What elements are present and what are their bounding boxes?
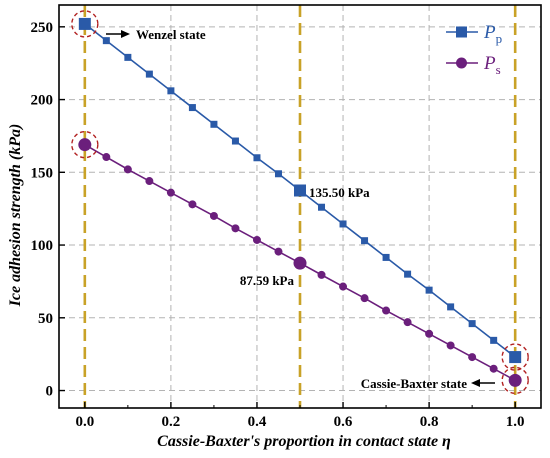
reference-lines xyxy=(83,5,517,408)
ticks: 0.0 0.2 0.4 0.6 0.8 1.0 0 50 100 150 200 250 xyxy=(31,20,525,430)
data-point xyxy=(317,270,326,279)
y-axis-title: Ice adhesion strength (kPa) xyxy=(7,124,24,308)
legend-pp-name: P xyxy=(483,22,496,43)
svg-text:Ps: Ps xyxy=(483,53,501,77)
data-point xyxy=(361,237,369,245)
data-point xyxy=(425,329,434,338)
data-point xyxy=(489,364,498,373)
data-point xyxy=(382,306,391,315)
legend-pp-sub: p xyxy=(496,31,503,46)
series-pp xyxy=(78,17,522,364)
data-point xyxy=(102,153,111,162)
data-point xyxy=(468,320,476,328)
data-point xyxy=(274,247,283,256)
data-point xyxy=(167,87,175,95)
data-point xyxy=(293,256,307,270)
x-tick-label: 0.4 xyxy=(248,414,267,430)
data-point xyxy=(145,70,153,78)
data-point xyxy=(209,211,218,220)
data-point xyxy=(404,270,412,278)
data-point xyxy=(508,373,522,387)
data-point xyxy=(339,282,348,291)
y-tick-label: 0 xyxy=(46,384,54,400)
data-point xyxy=(382,253,390,261)
cassie-arrow-head xyxy=(471,379,480,387)
data-point xyxy=(188,200,197,209)
x-tick-label: 0.2 xyxy=(162,414,181,430)
data-point xyxy=(166,188,175,197)
data-point xyxy=(145,177,154,186)
data-point xyxy=(360,294,369,303)
x-tick-label: 1.0 xyxy=(506,414,525,430)
svg-text:Pp: Pp xyxy=(483,22,502,46)
data-point xyxy=(274,170,282,178)
y-tick-label: 100 xyxy=(31,238,54,254)
data-point xyxy=(78,17,91,30)
data-point xyxy=(446,341,455,350)
data-point xyxy=(294,184,306,197)
highlight-circle xyxy=(71,10,99,38)
legend-ps-sub: s xyxy=(496,62,501,77)
highlight-circle xyxy=(501,343,529,371)
ps-midpoint-label: 87.59 kPa xyxy=(240,273,295,288)
highlight-circles xyxy=(71,10,529,395)
y-tick-label: 250 xyxy=(31,20,54,36)
data-point xyxy=(403,318,412,327)
data-point xyxy=(78,138,92,152)
data-point xyxy=(490,336,498,344)
data-point xyxy=(468,353,477,362)
y-tick-label: 150 xyxy=(31,165,54,181)
data-point xyxy=(339,220,347,228)
data-point xyxy=(425,286,433,294)
highlight-circle xyxy=(501,366,529,395)
pp-midpoint-label: 135.50 kPa xyxy=(309,185,370,200)
data-point xyxy=(253,154,261,162)
data-point xyxy=(318,203,326,211)
x-tick-label: 0.8 xyxy=(420,414,439,430)
legend-ps-name: P xyxy=(483,53,496,74)
wenzel-arrow-head xyxy=(121,30,130,38)
data-point xyxy=(210,120,218,128)
y-tick-label: 200 xyxy=(31,93,54,109)
y-tick-label: 50 xyxy=(38,311,53,327)
series-layer xyxy=(78,17,522,387)
legend-item-pp: Pp xyxy=(446,22,502,46)
x-tick-label: 0.0 xyxy=(75,414,94,430)
data-point xyxy=(123,165,132,174)
data-point xyxy=(188,104,196,112)
data-point xyxy=(252,235,261,244)
data-point xyxy=(231,224,240,233)
x-tick-label: 0.6 xyxy=(334,414,353,430)
annotations: Wenzel state Cassie-Baxter state 135.50 … xyxy=(106,27,495,391)
data-point xyxy=(102,37,110,45)
wenzel-label: Wenzel state xyxy=(136,27,206,42)
data-point xyxy=(447,303,455,311)
data-point xyxy=(231,137,239,145)
cassie-label: Cassie-Baxter state xyxy=(361,376,467,391)
highlight-circle xyxy=(71,130,99,159)
series-ps xyxy=(78,138,522,387)
x-axis-title: Cassie-Baxter's proportion in contact st… xyxy=(157,433,451,450)
data-point xyxy=(124,53,132,61)
legend-item-ps: Ps xyxy=(446,53,501,77)
data-point xyxy=(509,351,522,364)
legend: Pp Ps xyxy=(446,22,502,77)
